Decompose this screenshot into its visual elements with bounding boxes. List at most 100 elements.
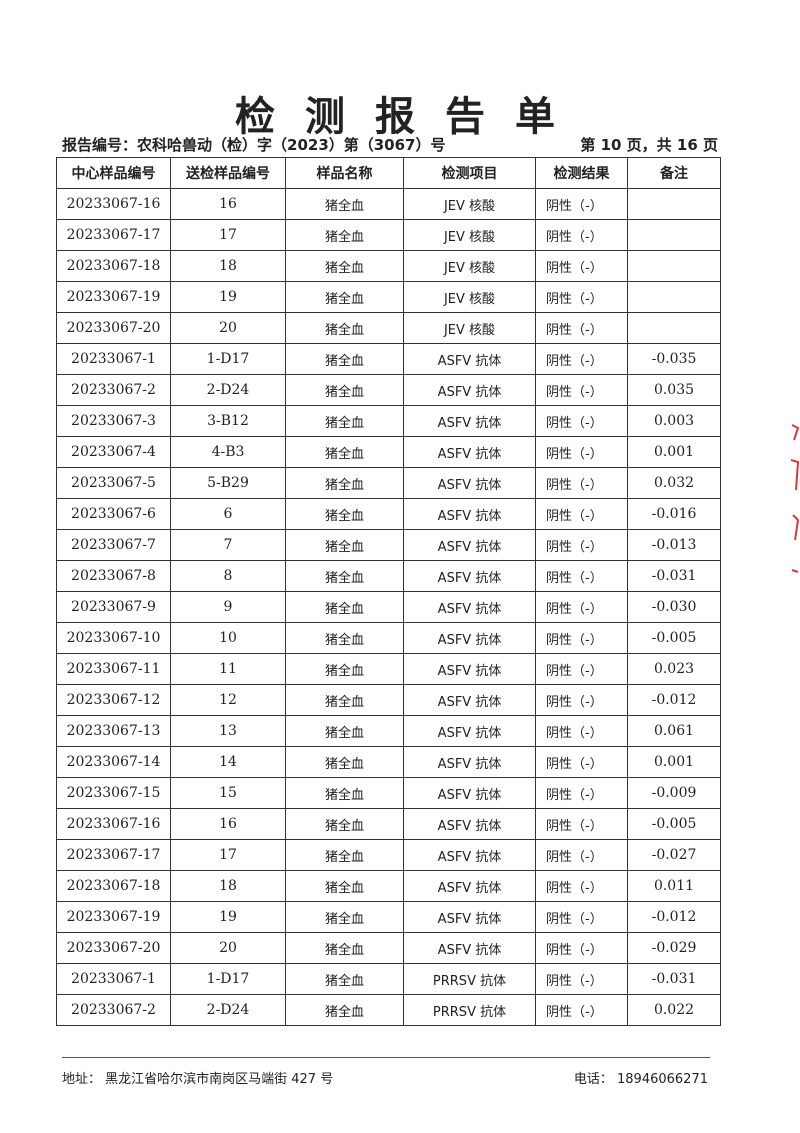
cell-sample-name: 猪全血	[285, 622, 404, 654]
table-row: 20233067-18 18 猪全血 JEV 核酸 阴性（-）	[56, 250, 721, 282]
cell-remark: 0.061	[627, 715, 721, 747]
cell-test-result: 阴性（-）	[535, 994, 628, 1026]
cell-center-sample-id: 20233067-19	[56, 281, 171, 313]
cell-submitted-sample-id: 17	[170, 219, 286, 251]
cell-submitted-sample-id: 20	[170, 932, 286, 964]
cell-test-item: ASFV 抗体	[403, 653, 536, 685]
cell-sample-name: 猪全血	[285, 715, 404, 747]
cell-test-result: 阴性（-）	[535, 684, 628, 716]
cell-test-result: 阴性（-）	[535, 777, 628, 809]
cell-submitted-sample-id: 1-D17	[170, 963, 286, 995]
table-row: 20233067-12 12 猪全血 ASFV 抗体 阴性（-） -0.012	[56, 684, 721, 716]
table-row: 20233067-15 15 猪全血 ASFV 抗体 阴性（-） -0.009	[56, 777, 721, 809]
cell-submitted-sample-id: 15	[170, 777, 286, 809]
cell-test-item: ASFV 抗体	[403, 374, 536, 406]
cell-center-sample-id: 20233067-20	[56, 312, 171, 344]
cell-test-result: 阴性（-）	[535, 529, 628, 561]
header-sample-name: 样品名称	[285, 157, 404, 189]
cell-remark: -0.016	[627, 498, 721, 530]
cell-test-result: 阴性（-）	[535, 901, 628, 933]
cell-test-result: 阴性（-）	[535, 281, 628, 313]
cell-submitted-sample-id: 11	[170, 653, 286, 685]
cell-test-item: ASFV 抗体	[403, 839, 536, 871]
cell-remark	[627, 250, 721, 282]
cell-test-item: PRRSV 抗体	[403, 994, 536, 1026]
cell-test-result: 阴性（-）	[535, 498, 628, 530]
cell-remark: -0.012	[627, 684, 721, 716]
cell-center-sample-id: 20233067-6	[56, 498, 171, 530]
cell-center-sample-id: 20233067-19	[56, 901, 171, 933]
cell-center-sample-id: 20233067-17	[56, 219, 171, 251]
results-table: 中心样品编号 送检样品编号 样品名称 检测项目 检测结果 备注 20233067-16 16…	[56, 157, 721, 1026]
footer-phone: 电话： 18946066271	[573, 1072, 708, 1087]
cell-test-item: ASFV 抗体	[403, 343, 536, 375]
cell-submitted-sample-id: 18	[170, 250, 286, 282]
cell-sample-name: 猪全血	[285, 219, 404, 251]
cell-sample-name: 猪全血	[285, 591, 404, 623]
cell-test-result: 阴性（-）	[535, 467, 628, 499]
header-test-item: 检测项目	[403, 157, 536, 189]
cell-remark: -0.005	[627, 808, 721, 840]
cell-submitted-sample-id: 3-B12	[170, 405, 286, 437]
cell-remark	[627, 281, 721, 313]
report-number: 报告编号：农科哈兽动（检）字（2023）第（3067）号	[62, 136, 446, 154]
cell-test-item: JEV 核酸	[403, 188, 536, 220]
cell-remark: -0.031	[627, 963, 721, 995]
cell-sample-name: 猪全血	[285, 746, 404, 778]
cell-submitted-sample-id: 2-D24	[170, 374, 286, 406]
cell-test-result: 阴性（-）	[535, 870, 628, 902]
cell-center-sample-id: 20233067-18	[56, 250, 171, 282]
cell-test-result: 阴性（-）	[535, 219, 628, 251]
cell-test-item: JEV 核酸	[403, 281, 536, 313]
cell-remark: 0.023	[627, 653, 721, 685]
cell-remark: 0.003	[627, 405, 721, 437]
table-row: 20233067-16 16 猪全血 JEV 核酸 阴性（-）	[56, 188, 721, 220]
cell-remark: -0.030	[627, 591, 721, 623]
cell-remark: -0.035	[627, 343, 721, 375]
cell-submitted-sample-id: 16	[170, 808, 286, 840]
table-row: 20233067-17 17 猪全血 JEV 核酸 阴性（-）	[56, 219, 721, 251]
cell-center-sample-id: 20233067-1	[56, 343, 171, 375]
cell-submitted-sample-id: 5-B29	[170, 467, 286, 499]
cell-test-item: ASFV 抗体	[403, 529, 536, 561]
cell-center-sample-id: 20233067-2	[56, 374, 171, 406]
table-row: 20233067-4 4-B3 猪全血 ASFV 抗体 阴性（-） 0.001	[56, 436, 721, 468]
cell-sample-name: 猪全血	[285, 343, 404, 375]
table-row: 20233067-8 8 猪全血 ASFV 抗体 阴性（-） -0.031	[56, 560, 721, 592]
cell-submitted-sample-id: 18	[170, 870, 286, 902]
cell-test-result: 阴性（-）	[535, 591, 628, 623]
cell-sample-name: 猪全血	[285, 653, 404, 685]
cell-test-result: 阴性（-）	[535, 188, 628, 220]
table-row: 20233067-11 11 猪全血 ASFV 抗体 阴性（-） 0.023	[56, 653, 721, 685]
cell-center-sample-id: 20233067-1	[56, 963, 171, 995]
cell-submitted-sample-id: 19	[170, 901, 286, 933]
cell-test-result: 阴性（-）	[535, 374, 628, 406]
cell-submitted-sample-id: 12	[170, 684, 286, 716]
cell-center-sample-id: 20233067-16	[56, 808, 171, 840]
table-header-row: 中心样品编号 送检样品编号 样品名称 检测项目 检测结果 备注	[56, 157, 721, 189]
cell-sample-name: 猪全血	[285, 374, 404, 406]
cell-sample-name: 猪全血	[285, 498, 404, 530]
cell-remark: -0.031	[627, 560, 721, 592]
cell-test-item: JEV 核酸	[403, 250, 536, 282]
cell-test-result: 阴性（-）	[535, 746, 628, 778]
cell-center-sample-id: 20233067-3	[56, 405, 171, 437]
cell-sample-name: 猪全血	[285, 188, 404, 220]
table-row: 20233067-2 2-D24 猪全血 ASFV 抗体 阴性（-） 0.035	[56, 374, 721, 406]
document-title: 检测报告单	[235, 94, 585, 140]
cell-test-item: ASFV 抗体	[403, 932, 536, 964]
page-number: 第 10 页，共 16 页	[580, 136, 718, 154]
cell-sample-name: 猪全血	[285, 467, 404, 499]
cell-center-sample-id: 20233067-2	[56, 994, 171, 1026]
cell-remark: 0.035	[627, 374, 721, 406]
cell-test-result: 阴性（-）	[535, 560, 628, 592]
table-row: 20233067-16 16 猪全血 ASFV 抗体 阴性（-） -0.005	[56, 808, 721, 840]
cell-center-sample-id: 20233067-7	[56, 529, 171, 561]
cell-remark: 0.022	[627, 994, 721, 1026]
cell-test-result: 阴性（-）	[535, 436, 628, 468]
cell-test-result: 阴性（-）	[535, 715, 628, 747]
cell-submitted-sample-id: 16	[170, 188, 286, 220]
header-test-result: 检测结果	[535, 157, 628, 189]
cell-test-result: 阴性（-）	[535, 343, 628, 375]
table-row: 20233067-6 6 猪全血 ASFV 抗体 阴性（-） -0.016	[56, 498, 721, 530]
